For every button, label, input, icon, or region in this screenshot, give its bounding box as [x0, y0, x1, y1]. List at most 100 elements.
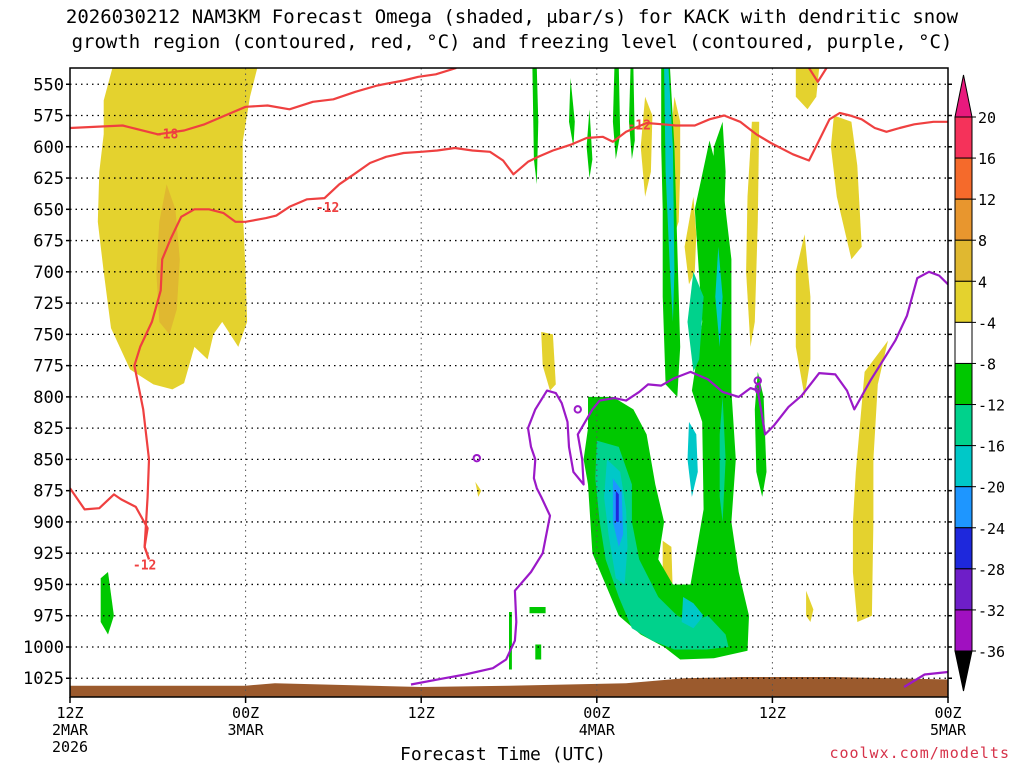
colorbar-label: -36 — [978, 643, 1005, 661]
colorbar-segment — [954, 568, 973, 611]
colorbar-segment — [954, 527, 973, 570]
omega-region — [806, 590, 814, 622]
omega-region — [156, 184, 180, 335]
colorbar-label: 16 — [978, 150, 996, 168]
y-tick-label: 675 — [33, 232, 64, 252]
colorbar-top-triangle — [954, 74, 973, 118]
colorbar-segment — [954, 404, 973, 447]
omega-shading — [70, 68, 948, 697]
colorbar-label: -32 — [978, 602, 1005, 620]
colorbar-segment — [954, 609, 973, 652]
contour-label: 0 — [754, 382, 762, 397]
y-tick-label: 975 — [33, 607, 64, 627]
colorbar-segment — [954, 362, 973, 406]
x-tick-label: 5MAR — [930, 721, 967, 739]
x-tick-label: 4MAR — [579, 721, 616, 739]
omega-region — [664, 68, 675, 322]
purple-contour-loop — [753, 376, 762, 385]
contour-label: -12 — [316, 201, 339, 216]
red-contour-line — [70, 487, 151, 560]
x-tick-label: 12Z — [759, 704, 786, 722]
y-tick-label: 775 — [33, 357, 64, 377]
purple-contour-loop — [573, 405, 582, 414]
purple-contour-loop — [472, 453, 482, 463]
omega-region — [70, 677, 948, 697]
red-contour-line — [133, 111, 948, 560]
colorbar-segment — [954, 445, 973, 488]
omega-region — [100, 572, 114, 635]
omega-region — [509, 612, 512, 670]
omega-region — [681, 597, 704, 629]
omega-region — [684, 196, 697, 285]
omega-region — [586, 109, 593, 178]
y-tick-label: 900 — [33, 513, 64, 533]
omega-region — [529, 607, 546, 614]
y-tick-label: 575 — [33, 107, 64, 127]
chart-title-line-2: growth region (contoured, red, °C) and f… — [71, 31, 953, 53]
colorbar-label: -8 — [978, 355, 996, 373]
omega-region — [746, 121, 760, 347]
omega-region — [97, 68, 258, 390]
omega-region — [795, 234, 811, 397]
omega-region — [852, 340, 888, 622]
contour-label: -18 — [155, 127, 179, 142]
colorbar-label: -28 — [978, 561, 1005, 579]
omega-region — [830, 115, 862, 260]
red-contour-line — [70, 68, 457, 136]
y-tick-label: 750 — [33, 325, 64, 345]
omega-region — [640, 96, 653, 197]
colorbar-label: 20 — [978, 109, 996, 127]
y-tick-label: 1025 — [23, 669, 64, 689]
omega-region — [615, 490, 619, 522]
y-tick-label: 600 — [33, 138, 64, 158]
chart-title-line-1: 2026030212 NAM3KM Forecast Omega (shaded… — [65, 6, 959, 28]
omega-region — [475, 481, 482, 497]
credit-text: coolwx.com/modelts — [829, 744, 1010, 762]
x-axis-title: Forecast Time (UTC) — [400, 744, 606, 765]
colorbar-bottom-triangle — [954, 650, 973, 692]
y-axis-ticks: 550 575 600 625 650 675 700 725 750 775 800 825 850 8… — [23, 75, 952, 689]
y-tick-label: 550 — [33, 75, 64, 95]
y-tick-label: 825 — [33, 419, 64, 439]
purple-contour-line — [410, 270, 948, 686]
colorbar-label: 8 — [978, 232, 987, 250]
y-tick-label: 1000 — [23, 638, 64, 658]
omega-region — [687, 271, 704, 372]
y-tick-label: 875 — [33, 482, 64, 502]
colorbar-segment — [954, 239, 973, 282]
x-tick-label: 12Z — [408, 704, 435, 722]
colorbar-segment — [954, 198, 973, 241]
colorbar-label: -24 — [978, 520, 1005, 538]
x-tick-label: 12Z — [56, 704, 83, 722]
omega-region — [795, 68, 820, 110]
colorbar-label: -20 — [978, 479, 1005, 497]
y-tick-label: 700 — [33, 263, 64, 283]
colorbar-label: 4 — [978, 273, 987, 291]
contour-labels: -18 -12 -12 -12 0 — [133, 119, 762, 574]
colorbar-label: -12 — [978, 397, 1005, 415]
plot-frame — [69, 67, 949, 698]
colorbar-segment — [954, 116, 973, 159]
omega-region — [532, 68, 539, 185]
x-tick-label: 00Z — [583, 704, 610, 722]
colorbar-label: 12 — [978, 191, 996, 209]
x-tick-label: 2026 — [52, 738, 88, 756]
omega-region — [541, 331, 556, 391]
colorbar: 20 16 12 8 4 -4 -8 -12 -16 -20 -24 -28 -32 -36 — [954, 74, 1005, 692]
y-tick-label: 725 — [33, 294, 64, 314]
y-tick-label: 800 — [33, 388, 64, 408]
x-tick-label: 3MAR — [228, 721, 265, 739]
purple-contour-line — [903, 670, 948, 688]
omega-region — [569, 78, 575, 147]
dendritic-growth-contours — [70, 68, 948, 560]
colorbar-label: -4 — [978, 314, 996, 332]
omega-region — [629, 68, 635, 160]
x-tick-label: 2MAR — [52, 721, 89, 739]
omega-region — [612, 68, 621, 160]
y-tick-label: 950 — [33, 575, 64, 595]
colorbar-segment — [954, 280, 973, 323]
omega-region — [706, 121, 726, 397]
y-tick-label: 650 — [33, 200, 64, 220]
